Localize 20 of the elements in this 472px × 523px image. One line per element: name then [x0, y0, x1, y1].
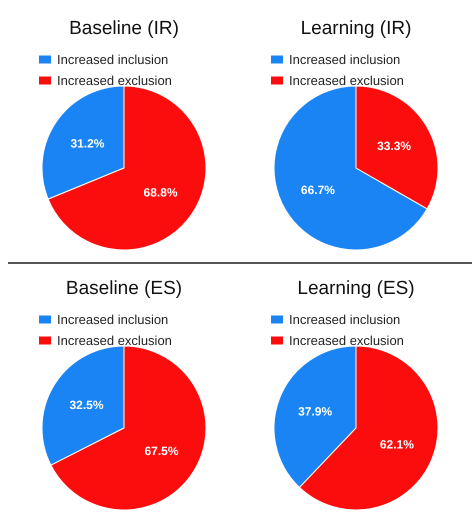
legend-label: Increased exclusion: [289, 333, 404, 348]
legend-label: Increased exclusion: [57, 73, 172, 88]
legend-label: Increased inclusion: [57, 52, 168, 67]
data-label: 37.9%: [298, 404, 332, 419]
data-label: 68.8%: [144, 186, 178, 200]
legend-label: Increased exclusion: [57, 333, 172, 348]
data-label: 66.7%: [300, 183, 336, 198]
data-label: 31.2%: [70, 136, 105, 150]
chart-title: Baseline (IR): [69, 18, 179, 39]
legend-label: Increased inclusion: [57, 312, 168, 327]
chart-title: Learning (ES): [297, 278, 415, 299]
data-label: 62.1%: [380, 437, 414, 452]
chart-title: Baseline (ES): [66, 278, 182, 299]
chart-title: Learning (IR): [300, 18, 412, 39]
data-label: 33.3%: [377, 138, 412, 153]
legend-label: Increased exclusion: [289, 73, 404, 88]
legend-label: Increased inclusion: [289, 312, 400, 327]
legend-label: Increased inclusion: [289, 52, 400, 67]
data-label: 32.5%: [69, 398, 104, 412]
data-label: 67.5%: [144, 444, 179, 458]
